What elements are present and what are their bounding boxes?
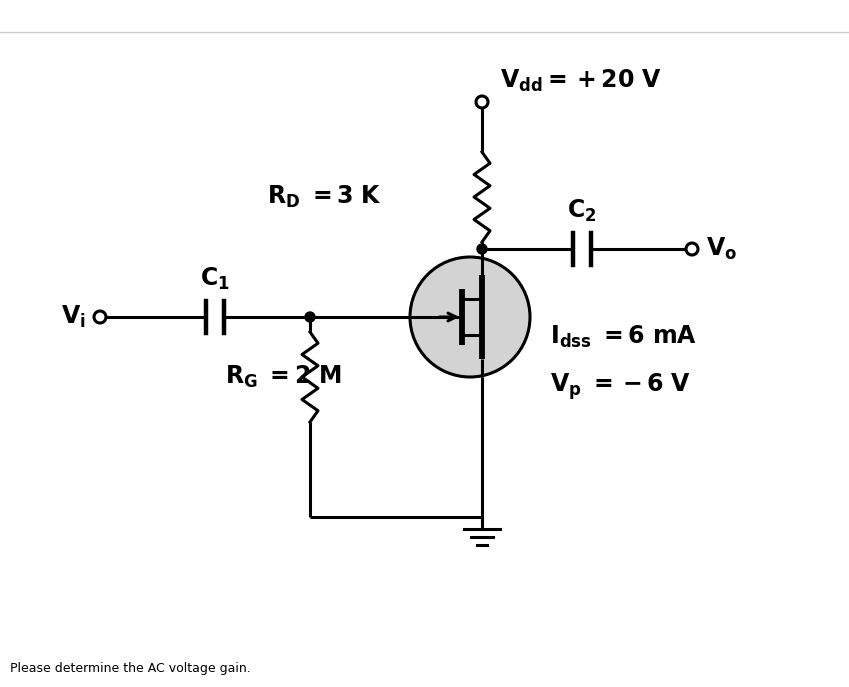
Circle shape [476, 96, 488, 108]
Text: $\mathbf{R_G}$$\bf{\ = 2\ M}$: $\mathbf{R_G}$$\bf{\ = 2\ M}$ [225, 364, 342, 390]
Circle shape [410, 257, 530, 377]
Circle shape [305, 312, 315, 322]
Text: Please determine the AC voltage gain.: Please determine the AC voltage gain. [10, 662, 250, 675]
Text: $\mathbf{C_2}$: $\mathbf{C_2}$ [567, 198, 597, 224]
Text: $\mathbf{V_{dd}}$$\bf{ = +20\ V}$: $\mathbf{V_{dd}}$$\bf{ = +20\ V}$ [500, 68, 661, 94]
Text: $\mathbf{R_D}$$\bf{\ = 3\ K}$: $\mathbf{R_D}$$\bf{\ = 3\ K}$ [267, 184, 382, 210]
Circle shape [94, 311, 106, 323]
Text: $\mathbf{C_1}$: $\mathbf{C_1}$ [200, 266, 230, 292]
Text: $\mathbf{I_{dss}}$$\bf{\ = 6\ mA}$: $\mathbf{I_{dss}}$$\bf{\ = 6\ mA}$ [550, 324, 697, 350]
Circle shape [686, 243, 698, 255]
Text: $\mathbf{V_p}$$\bf{\ = -6\ V}$: $\mathbf{V_p}$$\bf{\ = -6\ V}$ [550, 372, 691, 403]
Text: $\mathbf{V_i}$: $\mathbf{V_i}$ [61, 304, 86, 330]
Circle shape [477, 244, 487, 254]
Text: $\mathbf{V_o}$: $\mathbf{V_o}$ [706, 236, 737, 262]
